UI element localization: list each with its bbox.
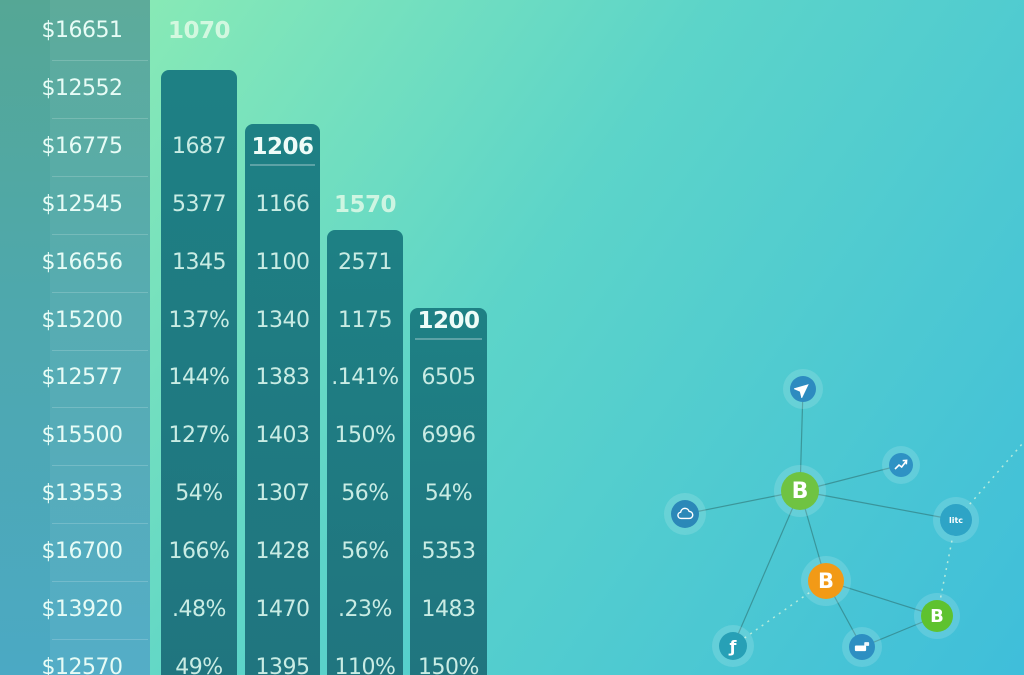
bar-cell-value: .23% — [338, 597, 392, 622]
wallet-node — [849, 634, 875, 660]
bar-cell-value: 1687 — [172, 133, 227, 159]
bar-cell-value: 5353 — [421, 539, 477, 565]
bar-cell-value: 54% — [424, 481, 473, 507]
litecoin-icon: litc — [948, 515, 964, 525]
price-label: $15500 — [41, 423, 123, 449]
price-label: $16700 — [41, 539, 123, 565]
rocket-icon — [794, 380, 812, 398]
bitcoin-icon: B — [791, 478, 809, 504]
trend-up-icon — [893, 457, 909, 473]
bar-cell-value: 137% — [168, 307, 230, 333]
bar-cell-value: 150% — [418, 654, 479, 675]
bar-column-1: 1687 5377 1345 137% 144% 127% 54% 166% .48% 49% — [161, 70, 237, 675]
bar-cell-value: 1340 — [255, 307, 311, 333]
row-divider — [52, 175, 148, 177]
bar-cell-value: 1470 — [255, 597, 311, 622]
bar-cell-value: 150% — [334, 423, 396, 449]
price-label: $12545 — [41, 191, 123, 217]
row-divider — [52, 465, 148, 467]
rocket-node — [790, 376, 816, 402]
bar-cell-value: 56% — [341, 481, 389, 507]
bar-cell-value: .48% — [172, 597, 226, 622]
bitcoin-green-node: B — [921, 600, 953, 632]
bar-cell-value: 127% — [168, 423, 230, 449]
bar-cell-value: 1403 — [255, 423, 311, 449]
bitcoin-orange-node: B — [808, 563, 844, 599]
bar-cell-value: 1395 — [255, 654, 311, 675]
network-edge — [955, 440, 1024, 521]
bar-cell-value: 6505 — [421, 365, 477, 391]
network-edge — [732, 580, 827, 647]
bar-header-divider — [250, 163, 315, 166]
bar-cell-value: 2571 — [338, 249, 393, 275]
bar-floating-label: 1070 — [167, 18, 231, 44]
price-axis-panel: $16651 $12552 $16775 $12545 $16656 $15200 $125… — [0, 0, 150, 675]
wallet-icon — [853, 638, 871, 656]
bar-cell-value: 144% — [168, 365, 230, 391]
price-label: $12552 — [41, 75, 123, 101]
bar-cell-value: 1428 — [255, 539, 311, 565]
litecoin-node: litc — [940, 504, 972, 536]
bar-header-divider — [415, 337, 482, 340]
row-divider — [52, 581, 148, 583]
bar-cell-value: 1175 — [338, 307, 393, 333]
price-label: $16656 — [41, 249, 123, 275]
row-divider — [52, 639, 148, 640]
panel-highlight-strip — [50, 0, 150, 675]
bar-cell-value: 49% — [175, 654, 223, 675]
bar-header-label: 1206 — [251, 133, 314, 160]
row-divider — [52, 117, 148, 119]
bar-column-4: 1200 6505 6996 54% 5353 1483 150% — [410, 308, 487, 675]
bar-cell-value: 54% — [175, 481, 223, 507]
price-label: $13920 — [41, 597, 123, 622]
price-label: $16651 — [41, 18, 123, 43]
trend-node — [889, 453, 913, 477]
price-label: $13553 — [41, 481, 123, 507]
price-label: $12570 — [41, 654, 123, 675]
bar-cell-value: 1345 — [172, 249, 227, 275]
bar-header-label: 1200 — [417, 307, 480, 334]
bar-cell-value: 1483 — [421, 597, 477, 622]
row-divider — [52, 349, 148, 351]
network-edge — [684, 490, 801, 515]
bar-cell-value: 1100 — [255, 249, 311, 275]
florin-node: ƒ — [719, 632, 747, 660]
bar-cell-value: 5377 — [172, 191, 227, 217]
network-edge — [825, 580, 938, 617]
row-divider — [52, 291, 148, 293]
row-divider — [52, 60, 148, 61]
network-edge — [799, 490, 957, 521]
bitcoin-icon: B — [817, 569, 834, 593]
cloud-icon — [676, 505, 695, 524]
bitcoin-center-node: B — [781, 472, 819, 510]
bar-cell-value: 1307 — [255, 481, 311, 507]
bar-column-2: 1206 1166 1100 1340 1383 1403 1307 1428 1470 1395 — [245, 124, 320, 675]
bar-cell-value: 6996 — [421, 423, 477, 449]
bar-cell-value: 166% — [168, 539, 230, 565]
row-divider — [52, 407, 148, 409]
bar-cell-value: 56% — [341, 539, 389, 565]
bar-floating-label: 1570 — [333, 191, 397, 218]
price-label: $12577 — [41, 365, 123, 391]
network-edge — [732, 490, 801, 647]
currency-florin-icon: ƒ — [729, 636, 737, 656]
row-divider — [52, 523, 148, 525]
cloud-node — [671, 500, 699, 528]
bar-column-3: 2571 1175 .141% 150% 56% 56% .23% 110% — [327, 230, 403, 675]
bar-cell-value: 110% — [334, 654, 396, 675]
bitcoin-icon: B — [930, 605, 944, 627]
price-label: $16775 — [41, 133, 123, 159]
price-label: $15200 — [41, 307, 123, 333]
bar-cell-value: 1383 — [255, 365, 311, 391]
bar-cell-value: .141% — [331, 365, 399, 391]
bar-cell-value: 1166 — [255, 191, 311, 217]
row-divider — [52, 233, 148, 235]
